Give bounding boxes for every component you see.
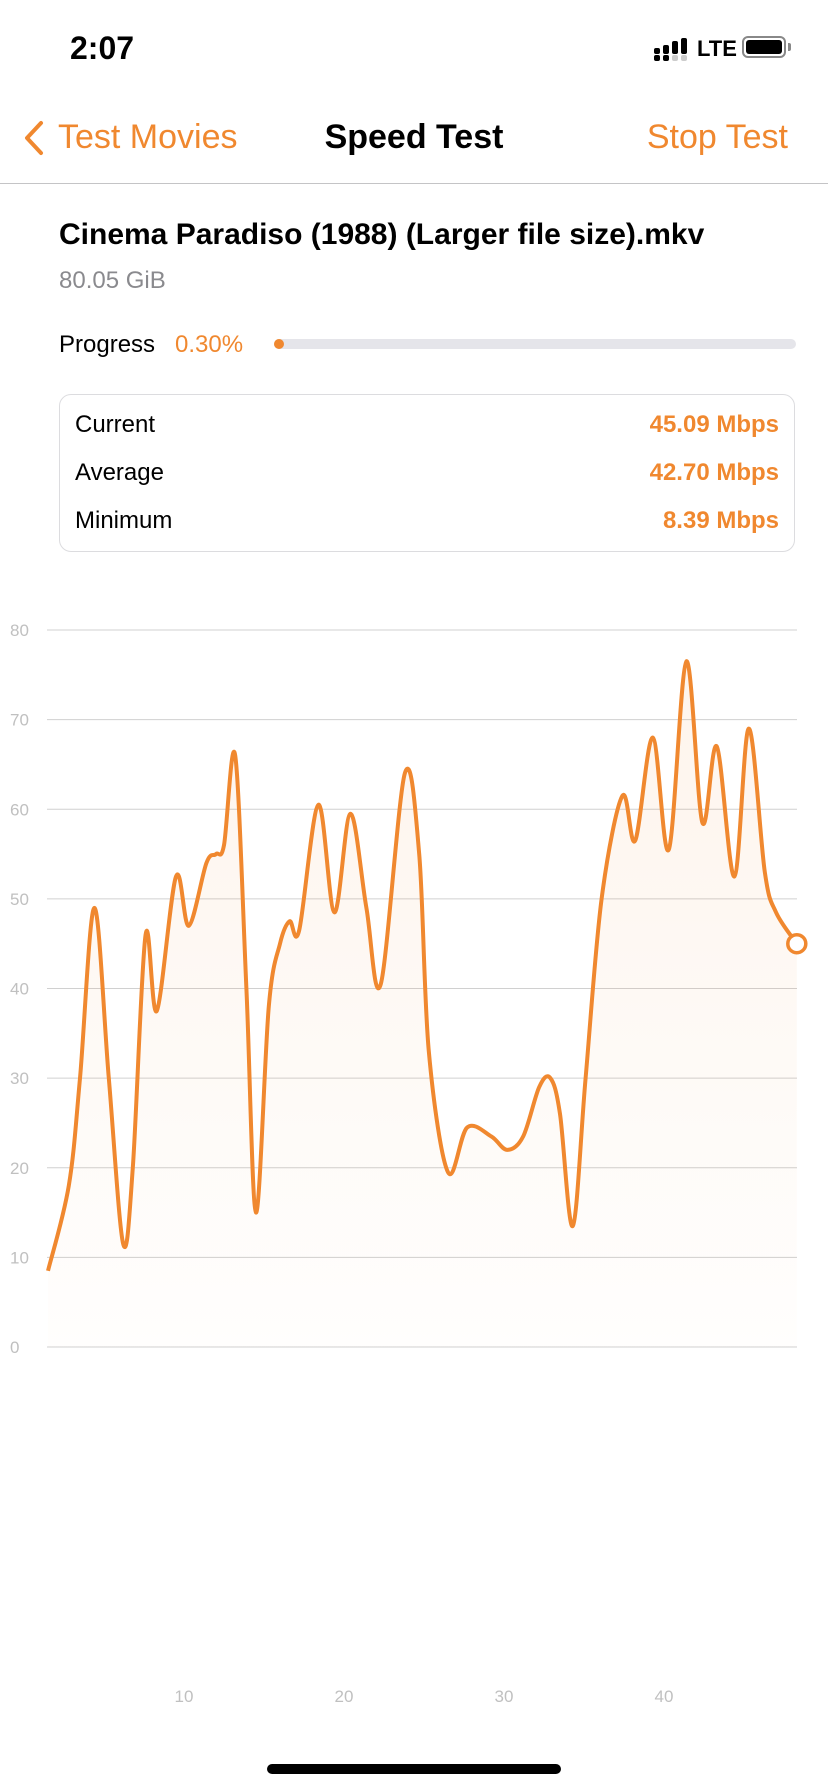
stat-label: Minimum	[75, 507, 173, 534]
x-tick-label: 40	[655, 1687, 674, 1706]
stats-panel: Current 45.09 Mbps Average 42.70 Mbps Mini…	[59, 394, 795, 552]
stat-value: 8.39 Mbps	[662, 507, 779, 534]
progress-bar	[274, 339, 796, 349]
battery-full-icon	[742, 36, 786, 58]
x-tick-label: 30	[495, 1687, 514, 1706]
stat-row-current: Current 45.09 Mbps	[75, 411, 779, 439]
stat-label: Average	[75, 459, 164, 486]
stat-row-average: Average 42.70 Mbps	[75, 459, 779, 487]
x-tick-label: 20	[335, 1687, 354, 1706]
home-indicator[interactable]	[267, 1764, 561, 1774]
status-time: 2:07	[70, 30, 135, 66]
y-tick-label: 40	[10, 980, 29, 999]
stat-value: 42.70 Mbps	[649, 459, 779, 486]
y-tick-label: 50	[10, 890, 29, 909]
y-tick-label: 60	[10, 800, 29, 819]
network-type: LTE	[697, 36, 737, 61]
area-fill	[48, 661, 797, 1347]
battery-cap	[788, 43, 791, 51]
stat-row-minimum: Minimum 8.39 Mbps	[75, 507, 779, 535]
y-tick-label: 70	[10, 711, 29, 730]
y-tick-label: 30	[10, 1069, 29, 1088]
file-size: 80.05 GiB	[59, 267, 166, 294]
back-label: Test Movies	[58, 118, 238, 156]
back-button[interactable]: Test Movies	[24, 118, 238, 157]
file-name: Cinema Paradiso (1988) (Larger file size…	[59, 218, 705, 251]
progress-value: 0.30%	[175, 331, 244, 358]
nav-divider	[0, 183, 828, 184]
progress-label: Progress	[59, 331, 156, 358]
speed-line	[46, 659, 799, 1272]
x-tick-label: 10	[175, 1687, 194, 1706]
stat-value: 45.09 Mbps	[649, 411, 779, 438]
current-point-marker	[786, 932, 808, 955]
stop-test-button[interactable]: Stop Test	[646, 118, 788, 156]
stat-label: Current	[75, 411, 156, 438]
chevron-left-icon	[25, 120, 43, 155]
y-tick-label: 20	[10, 1159, 29, 1178]
speed-chart: 0 10 20 30 40 50 60 70 80 10 20 30 40	[10, 621, 808, 1706]
y-tick-label: 80	[10, 621, 29, 640]
y-tick-label: 0	[10, 1338, 19, 1357]
progress-fill	[274, 339, 284, 349]
signal-bars-icon	[654, 38, 687, 61]
y-tick-label: 10	[10, 1248, 29, 1267]
